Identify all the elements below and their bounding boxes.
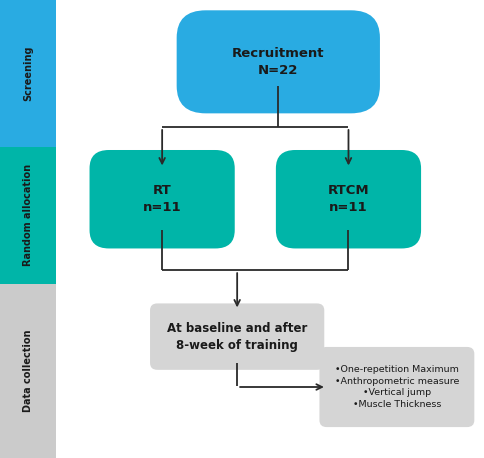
FancyBboxPatch shape: [276, 150, 421, 248]
Text: At baseline and after
8-week of training: At baseline and after 8-week of training: [167, 322, 307, 352]
Text: Screening: Screening: [23, 45, 33, 101]
FancyBboxPatch shape: [90, 150, 235, 248]
FancyBboxPatch shape: [150, 303, 324, 370]
Text: •One-repetition Maximum
•Anthropometric measure
•Vertical jump
•Muscle Thickness: •One-repetition Maximum •Anthropometric …: [335, 365, 459, 409]
FancyBboxPatch shape: [0, 147, 56, 284]
Text: RT
n=11: RT n=11: [143, 184, 182, 214]
FancyBboxPatch shape: [0, 0, 56, 147]
Text: RTCM
n=11: RTCM n=11: [328, 184, 369, 214]
FancyBboxPatch shape: [0, 284, 56, 458]
Text: Random allocation: Random allocation: [23, 164, 33, 266]
Text: Recruitment
N=22: Recruitment N=22: [232, 47, 325, 77]
FancyBboxPatch shape: [177, 11, 380, 114]
FancyBboxPatch shape: [319, 347, 474, 427]
Text: Data collection: Data collection: [23, 330, 33, 412]
